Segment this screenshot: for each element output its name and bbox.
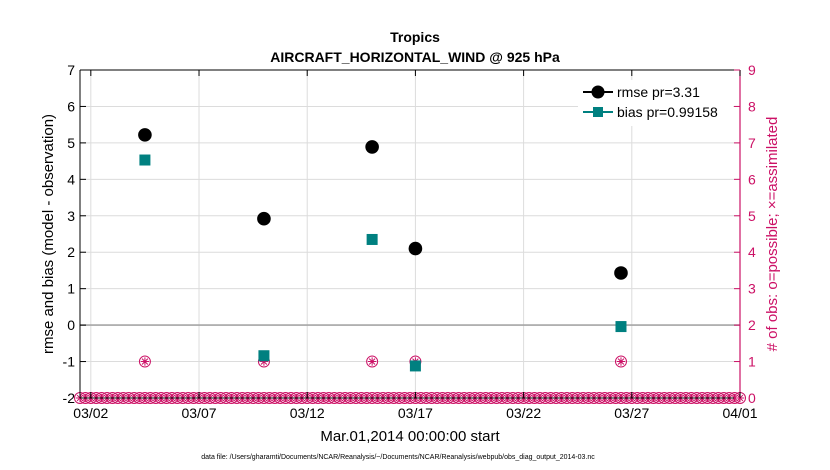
y-tick-label-5: 3 (67, 208, 75, 224)
x-tick-label-4: 03/22 (506, 405, 541, 421)
y-axis-ticks: -2 -1 0 1 2 3 4 5 6 7 (63, 62, 86, 406)
rmse-point-1 (257, 211, 271, 226)
obs-count-marker-2 (366, 355, 379, 368)
obs-count-marker-4-circle (614, 355, 627, 368)
x-tick-label-3: 03/17 (398, 405, 433, 421)
obs-count-marker-2-circle (366, 355, 379, 368)
y2-tick-label-3: 3 (748, 281, 756, 297)
y-tick-label-2: 0 (67, 317, 75, 333)
y2-tick-label-1: 1 (748, 354, 756, 370)
legend-rmse-marker (591, 85, 605, 99)
axes-frame (79, 69, 741, 399)
y-tick-label-9: 7 (67, 62, 75, 78)
chart-subtitle: AIRCRAFT_HORIZONTAL_WIND @ 925 hPa (270, 49, 560, 65)
obs-count-marker-0-circle (138, 355, 151, 368)
x-axis-ticks: 03/02 03/07 03/12 03/17 03/22 03/27 04/01 (73, 70, 758, 421)
legend-box (578, 80, 733, 126)
y2-tick-label-8: 8 (748, 98, 756, 114)
rmse-point-3 (408, 241, 423, 256)
y-tick-label-3: 1 (67, 281, 75, 297)
obs-count-marker-4 (614, 355, 627, 368)
obs-count-marker-1-star (259, 357, 269, 366)
y-tick-label-6: 4 (67, 171, 75, 187)
y-tick-label-8: 6 (67, 98, 75, 114)
rmse-point-4 (614, 266, 628, 280)
y2-axis-ticks: 0 1 2 3 4 5 6 7 8 9 (734, 62, 756, 406)
legend-bias-marker (593, 107, 603, 117)
legend-rmse-label: rmse pr=3.31 (617, 84, 700, 100)
bias-point-0 (139, 154, 151, 166)
x-tick-label-6: 04/01 (722, 405, 757, 421)
y2-tick-label-9: 9 (748, 62, 756, 78)
x-tick-label-0: 03/02 (73, 405, 108, 421)
y2-tick-label-2: 2 (748, 317, 756, 333)
x-axis-label: Mar.01,2014 00:00:00 start (320, 428, 500, 445)
x-tick-label-1: 03/07 (181, 405, 216, 421)
bias-point-2 (366, 233, 378, 245)
bias-point-1 (258, 350, 270, 362)
rmse-markers (138, 128, 628, 280)
obs-count-marker-0 (138, 355, 151, 368)
rmse-point-2 (365, 140, 379, 154)
legend-item-rmse: rmse pr=3.31 (583, 84, 700, 100)
y-tick-label-7: 5 (67, 135, 75, 151)
y-tick-label-1: -1 (63, 354, 76, 370)
bias-point-3 (409, 360, 421, 372)
rmse-point-0 (138, 128, 152, 142)
legend-item-bias: bias pr=0.99158 (583, 104, 718, 120)
y2-tick-label-4: 4 (748, 244, 756, 260)
y-tick-label-0: -2 (63, 390, 76, 406)
obs-count-marker-0-star (140, 357, 150, 366)
y2-tick-label-7: 7 (748, 135, 756, 151)
x-tick-label-5: 03/27 (614, 405, 649, 421)
y2-tick-label-5: 5 (748, 208, 756, 224)
x-tick-label-2: 03/12 (290, 405, 325, 421)
y2-tick-label-6: 6 (748, 171, 756, 187)
y-axis-label: rmse and bias (model - observation) (40, 114, 57, 354)
obs-count-marker-2-star (367, 357, 377, 366)
obs-count-marker-4-star (616, 357, 626, 366)
y2-tick-label-0: 0 (748, 390, 756, 406)
chart-title: Tropics (390, 29, 440, 45)
legend: rmse pr=3.31 bias pr=0.99158 (578, 80, 733, 126)
data-file-footnote: data file: /Users/gharamti/Documents/NCA… (201, 454, 595, 461)
y2-axis-label: # of obs: o=possible; ×=assimilated (764, 117, 781, 352)
bias-point-4 (615, 321, 627, 333)
y-tick-label-4: 2 (67, 244, 75, 260)
legend-bias-label: bias pr=0.99158 (617, 104, 718, 120)
bias-markers (139, 154, 627, 372)
